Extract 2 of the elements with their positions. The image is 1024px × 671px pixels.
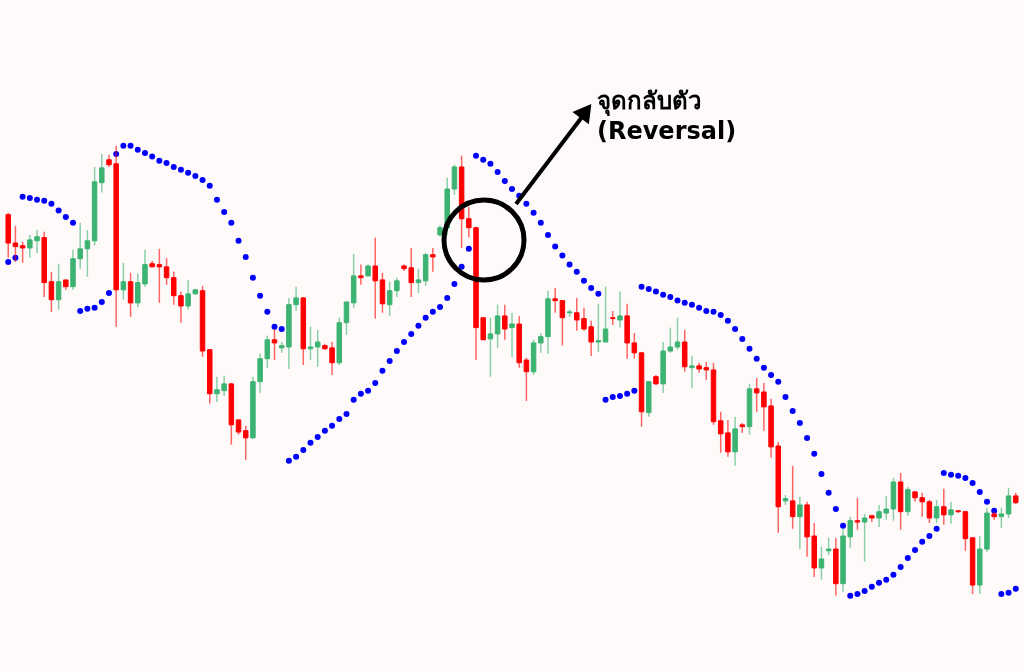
candlestick bbox=[610, 310, 616, 326]
text: จุดกลับตัว (Reversal) bbox=[597, 87, 737, 145]
